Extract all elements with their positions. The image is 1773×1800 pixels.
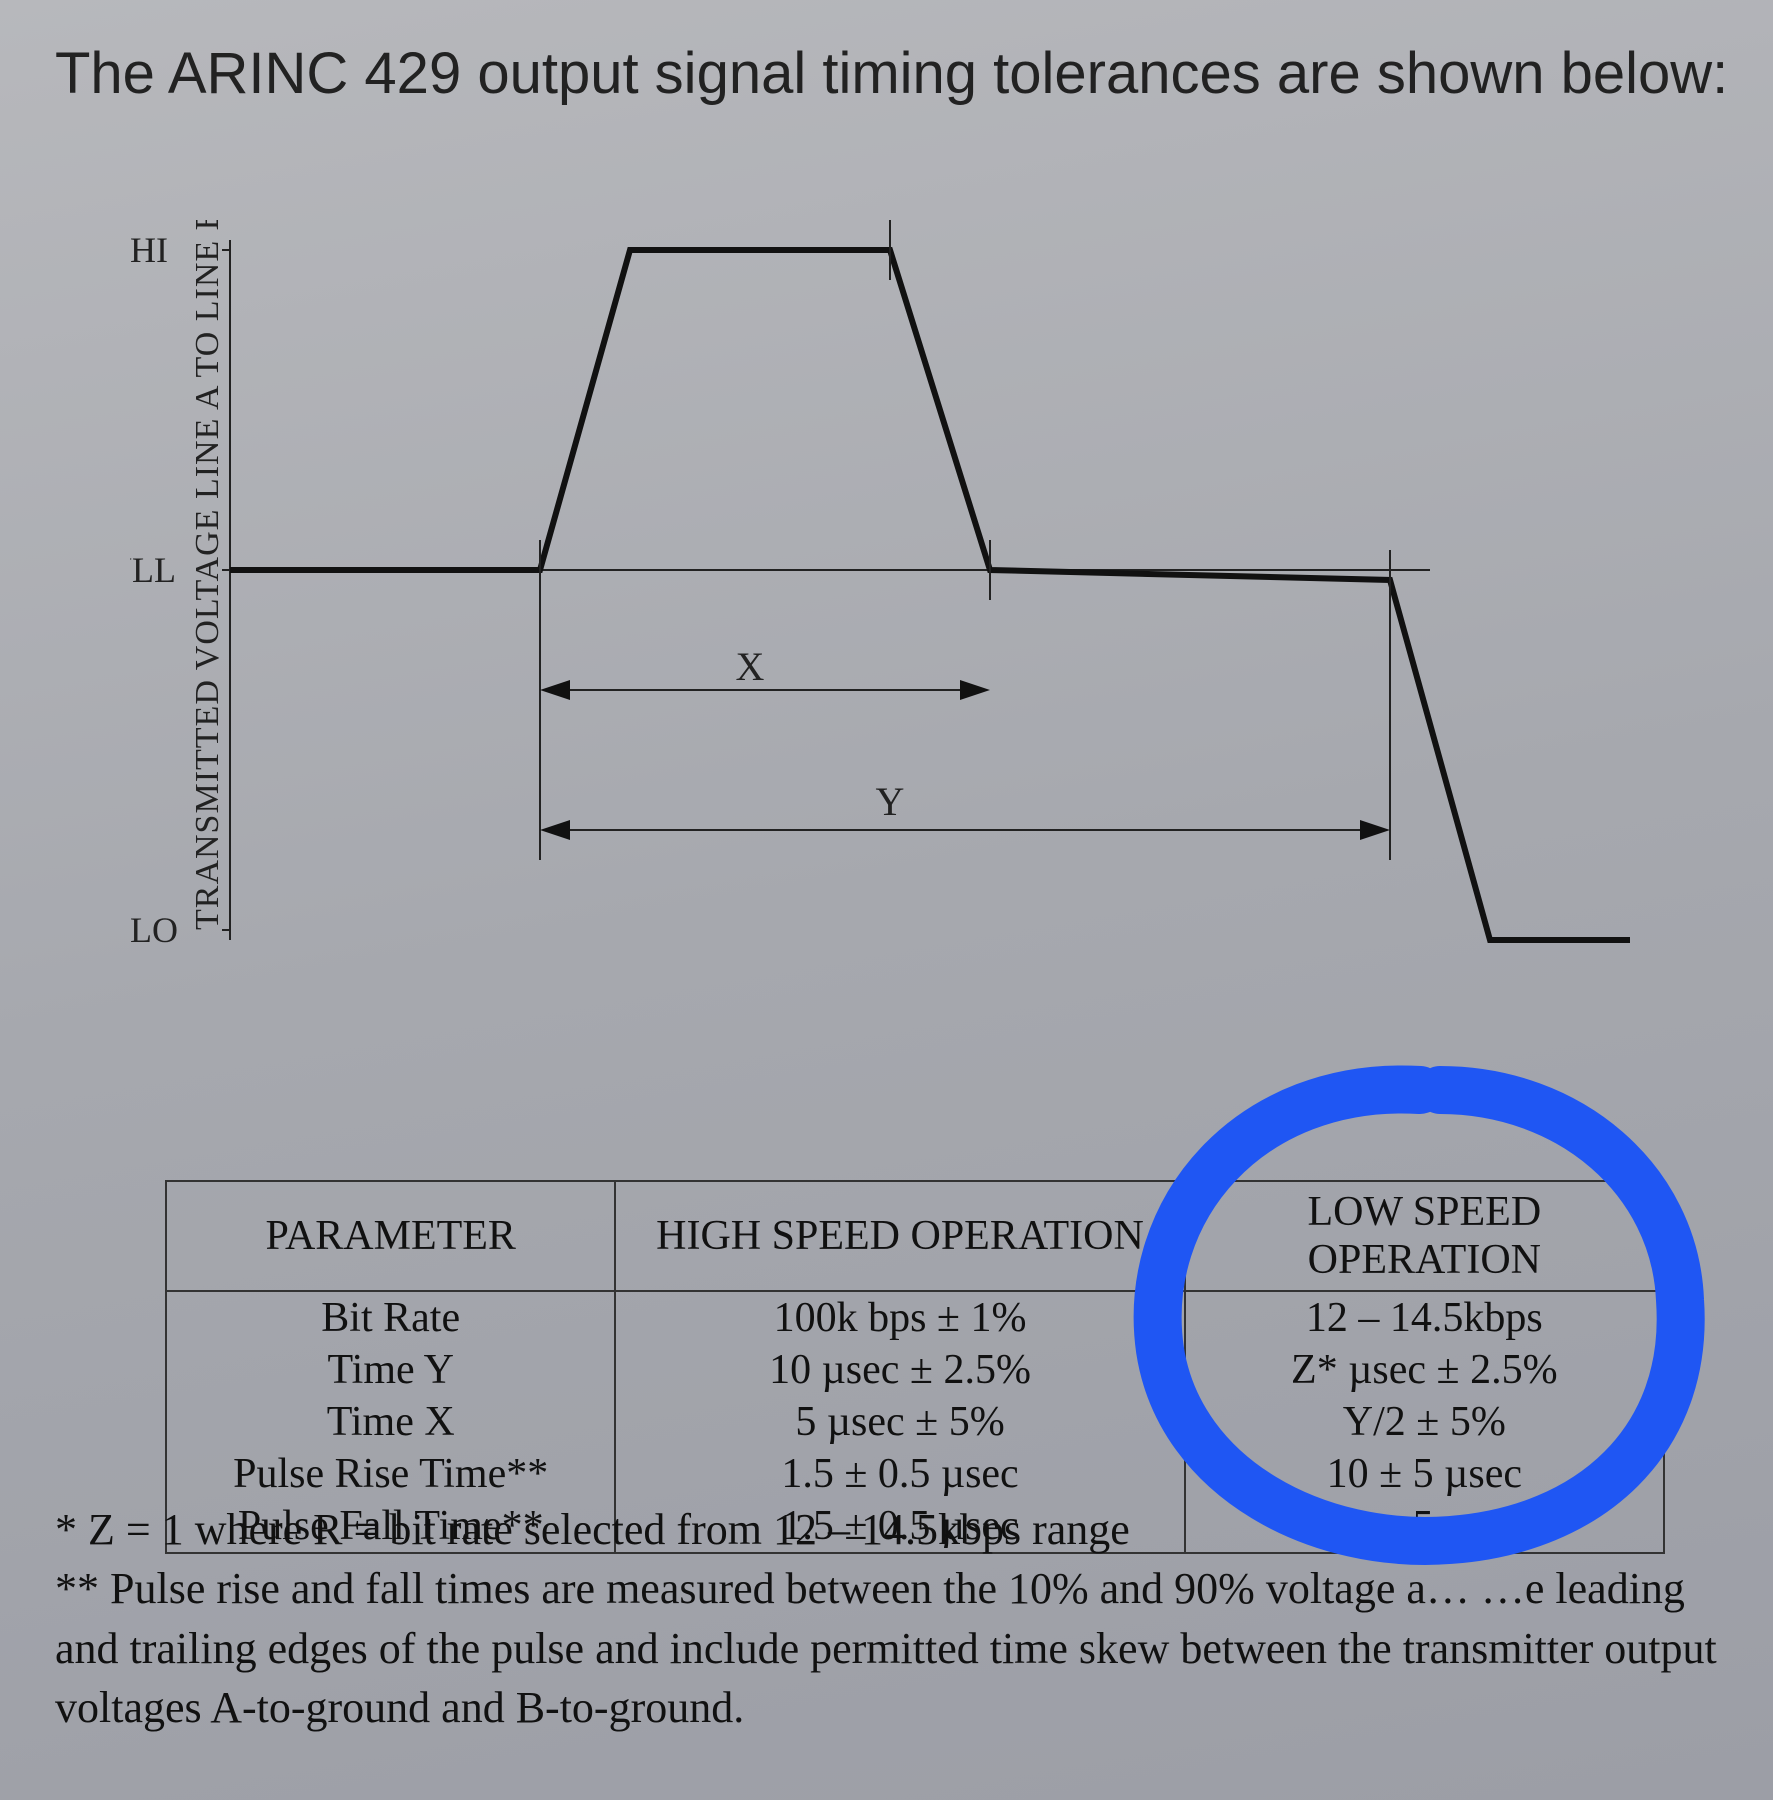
- dim-x: X: [540, 644, 990, 700]
- cell: 10 ± 5 µsec: [1185, 1448, 1664, 1500]
- timing-diagram: TRANSMITTED VOLTAGE LINE A TO LINE B HI …: [130, 220, 1640, 980]
- timing-table: PARAMETER HIGH SPEED OPERATION LOW SPEED…: [165, 1180, 1665, 1554]
- table-row: Bit Rate 100k bps ± 1% 12 – 14.5kbps: [166, 1291, 1664, 1344]
- cell: 10 µsec ± 2.5%: [615, 1344, 1184, 1396]
- waveform: [230, 250, 1630, 940]
- col-parameter: PARAMETER: [166, 1181, 615, 1291]
- label-null: NULL: [130, 550, 176, 590]
- table-row: Time Y 10 µsec ± 2.5% Z* µsec ± 2.5%: [166, 1344, 1664, 1396]
- cell: Pulse Rise Time**: [166, 1448, 615, 1500]
- cell: Z* µsec ± 2.5%: [1185, 1344, 1664, 1396]
- cell: 12 – 14.5kbps: [1185, 1291, 1664, 1344]
- col-low-speed: LOW SPEED OPERATION: [1185, 1181, 1664, 1291]
- footnote-rise-fall: ** Pulse rise and fall times are measure…: [55, 1559, 1735, 1737]
- cell: Time X: [166, 1396, 615, 1448]
- table-row: Pulse Rise Time** 1.5 ± 0.5 µsec 10 ± 5 …: [166, 1448, 1664, 1500]
- timing-diagram-svg: TRANSMITTED VOLTAGE LINE A TO LINE B HI …: [130, 220, 1640, 980]
- y-axis-title: TRANSMITTED VOLTAGE LINE A TO LINE B: [189, 220, 226, 930]
- label-hi: HI: [130, 230, 168, 270]
- dim-x-label: X: [736, 644, 765, 689]
- footnotes: * Z = 1 where R = bit rate selected from…: [55, 1500, 1735, 1738]
- footnote-z: * Z = 1 where R = bit rate selected from…: [55, 1500, 1735, 1559]
- dim-y-label: Y: [876, 779, 905, 824]
- col-high-speed: HIGH SPEED OPERATION: [615, 1181, 1184, 1291]
- page: The ARINC 429 output signal timing toler…: [0, 0, 1773, 1800]
- page-title: The ARINC 429 output signal timing toler…: [55, 40, 1728, 107]
- table-row: Time X 5 µsec ± 5% Y/2 ± 5%: [166, 1396, 1664, 1448]
- cell: 1.5 ± 0.5 µsec: [615, 1448, 1184, 1500]
- table-header-row: PARAMETER HIGH SPEED OPERATION LOW SPEED…: [166, 1181, 1664, 1291]
- cell: Y/2 ± 5%: [1185, 1396, 1664, 1448]
- dim-y: Y: [540, 779, 1390, 840]
- label-lo: LO: [130, 910, 178, 950]
- cell: 5 µsec ± 5%: [615, 1396, 1184, 1448]
- cell: 100k bps ± 1%: [615, 1291, 1184, 1344]
- cell: Time Y: [166, 1344, 615, 1396]
- timing-table-el: PARAMETER HIGH SPEED OPERATION LOW SPEED…: [165, 1180, 1665, 1554]
- cell: Bit Rate: [166, 1291, 615, 1344]
